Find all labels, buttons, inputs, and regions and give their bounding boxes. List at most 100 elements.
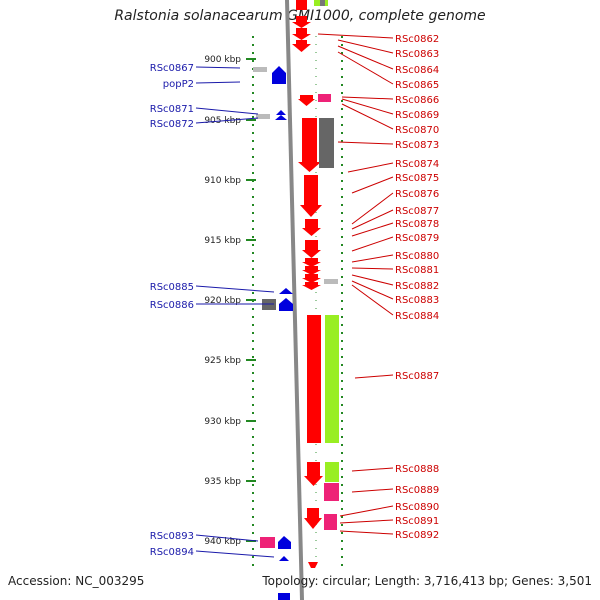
gene-label-rsc0867[interactable]: RSc0867	[150, 63, 194, 74]
gene-label-rsc0883[interactable]: RSc0883	[395, 295, 439, 306]
label-leader-line	[195, 285, 275, 293]
gene-label-rsc0873[interactable]: RSc0873	[395, 140, 439, 151]
gene-label-rsc0881[interactable]: RSc0881	[395, 265, 439, 276]
gene-label-popp2[interactable]: popP2	[163, 79, 194, 90]
label-leader-line	[351, 284, 394, 316]
gene-label-rsc0878[interactable]: RSc0878	[395, 219, 439, 230]
gene-rsc0893[interactable]	[278, 536, 291, 549]
gene-arrow[interactable]	[302, 282, 321, 290]
label-leader-line	[354, 374, 394, 379]
label-leader-line	[195, 107, 259, 115]
gene-label-rsc0880[interactable]: RSc0880	[395, 251, 439, 262]
label-leader-line	[351, 222, 394, 237]
feature-small-grey[interactable]	[324, 279, 338, 284]
gene-label-rsc0864[interactable]: RSc0864	[395, 65, 439, 76]
gene-label-rsc0866[interactable]: RSc0866	[395, 95, 439, 106]
left-labels: RSc0867 popP2 RSc0871 RSc0872 RSc0885 RSc0886…	[150, 63, 275, 558]
label-leader-line	[339, 519, 394, 524]
gene-rsc0885[interactable]	[279, 288, 293, 294]
gene-label-rsc0870[interactable]: RSc0870	[395, 125, 439, 136]
gene-rsc0867[interactable]	[272, 66, 286, 84]
label-leader-line	[195, 117, 259, 124]
gene-label-rsc0890[interactable]: RSc0890	[395, 502, 439, 513]
gene-label-rsc0871[interactable]: RSc0871	[150, 104, 194, 115]
gene-rsc0872[interactable]	[275, 115, 287, 120]
label-leader-line	[337, 39, 394, 54]
label-leader-line	[347, 162, 394, 173]
label-leader-line	[351, 274, 394, 286]
gene-label-rsc0863[interactable]: RSc0863	[395, 49, 439, 60]
feature-green-small[interactable]	[325, 462, 339, 482]
label-leader-line	[195, 81, 241, 84]
gene-label-rsc0882[interactable]: RSc0882	[395, 281, 439, 292]
feature-pink[interactable]	[318, 94, 331, 102]
accession-text: Accession: NC_003295	[8, 574, 145, 588]
label-leader-line	[341, 98, 394, 115]
label-leader-line	[341, 96, 394, 100]
gene-rsc0894[interactable]	[279, 556, 289, 561]
gene-rsc0876[interactable]	[300, 175, 322, 217]
gene-label-rsc0875[interactable]: RSc0875	[395, 173, 439, 184]
scale-tick-label: 910 kbp	[204, 176, 241, 186]
topology-text: Topology: circular; Length: 3,716,413 bp…	[262, 574, 592, 588]
gene-label-rsc0884[interactable]: RSc0884	[395, 311, 439, 322]
gene-arrow[interactable]	[292, 28, 311, 40]
gene-arrow[interactable]	[302, 258, 321, 267]
gene-label-rsc0885[interactable]: RSc0885	[150, 282, 194, 293]
gene-arrow[interactable]	[308, 562, 318, 568]
label-leader-line	[339, 530, 394, 535]
label-leader-line	[195, 66, 241, 69]
gene-label-rsc0888[interactable]: RSc0888	[395, 464, 439, 475]
gene-label-rsc0877[interactable]: RSc0877	[395, 206, 439, 217]
feature-pink-block[interactable]	[324, 483, 339, 501]
gene-label-rsc0862[interactable]: RSc0862	[395, 34, 439, 45]
gene-label-rsc0886[interactable]: RSc0886	[150, 300, 194, 311]
gene-rsc0890[interactable]	[304, 508, 322, 529]
label-leader-line	[351, 192, 394, 225]
gene-arrow[interactable]	[302, 219, 321, 236]
label-leader-line	[337, 45, 394, 70]
feature-grey-top	[320, 0, 325, 6]
label-leader-line	[337, 51, 394, 85]
scale-tick-label: 925 kbp	[204, 356, 241, 366]
feature-grey-block[interactable]	[319, 118, 334, 168]
gene-arrow[interactable]	[302, 266, 321, 275]
gene-label-rsc0894[interactable]: RSc0894	[150, 547, 194, 558]
gene-label-rsc0872[interactable]: RSc0872	[150, 119, 194, 130]
gene-rsc0862[interactable]	[296, 0, 307, 10]
label-leader-line	[339, 505, 394, 517]
gene-arrow[interactable]	[302, 240, 321, 258]
gene-label-rsc0889[interactable]: RSc0889	[395, 485, 439, 496]
gene-arrow[interactable]	[292, 16, 311, 28]
gene-label-rsc0876[interactable]: RSc0876	[395, 189, 439, 200]
gene-label-rsc0879[interactable]: RSc0879	[395, 233, 439, 244]
label-leader-line	[351, 267, 394, 270]
feature-grey-l2[interactable]	[256, 114, 270, 119]
gene-label-rsc0874[interactable]: RSc0874	[395, 159, 439, 170]
gene-arrow[interactable]	[292, 40, 311, 52]
gene-rsc0871[interactable]	[276, 110, 286, 115]
gene-label-rsc0887[interactable]: RSc0887	[395, 371, 439, 382]
gene-label-rsc0865[interactable]: RSc0865	[395, 80, 439, 91]
gene-bottom-blue[interactable]	[278, 593, 290, 600]
gene-label-rsc0893[interactable]: RSc0893	[150, 531, 194, 542]
gene-label-rsc0891[interactable]: RSc0891	[395, 516, 439, 527]
scale-tick-label: 900 kbp	[204, 55, 241, 65]
gene-arrow[interactable]	[298, 95, 315, 106]
feature-green-block[interactable]	[325, 315, 339, 443]
feature-pink-l[interactable]	[260, 537, 275, 548]
gene-rsc0873[interactable]	[298, 118, 321, 172]
label-leader-line	[351, 280, 394, 300]
scale-tick-label: 920 kbp	[204, 296, 241, 306]
gene-label-rsc0869[interactable]: RSc0869	[395, 110, 439, 121]
right-labels: RSc0862 RSc0863 RSc0864 RSc0865 RSc0866 RSc08…	[317, 33, 439, 541]
gene-rsc0888[interactable]	[304, 462, 323, 486]
feature-grey-l1[interactable]	[253, 67, 267, 72]
gene-arrow[interactable]	[302, 274, 321, 283]
gene-rsc0886[interactable]	[279, 298, 293, 311]
gene-rsc0887[interactable]	[307, 315, 321, 443]
scale-tick-label: 915 kbp	[204, 236, 241, 246]
label-leader-line	[351, 254, 394, 263]
gene-label-rsc0892[interactable]: RSc0892	[395, 530, 439, 541]
feature-pink-small[interactable]	[324, 514, 337, 530]
